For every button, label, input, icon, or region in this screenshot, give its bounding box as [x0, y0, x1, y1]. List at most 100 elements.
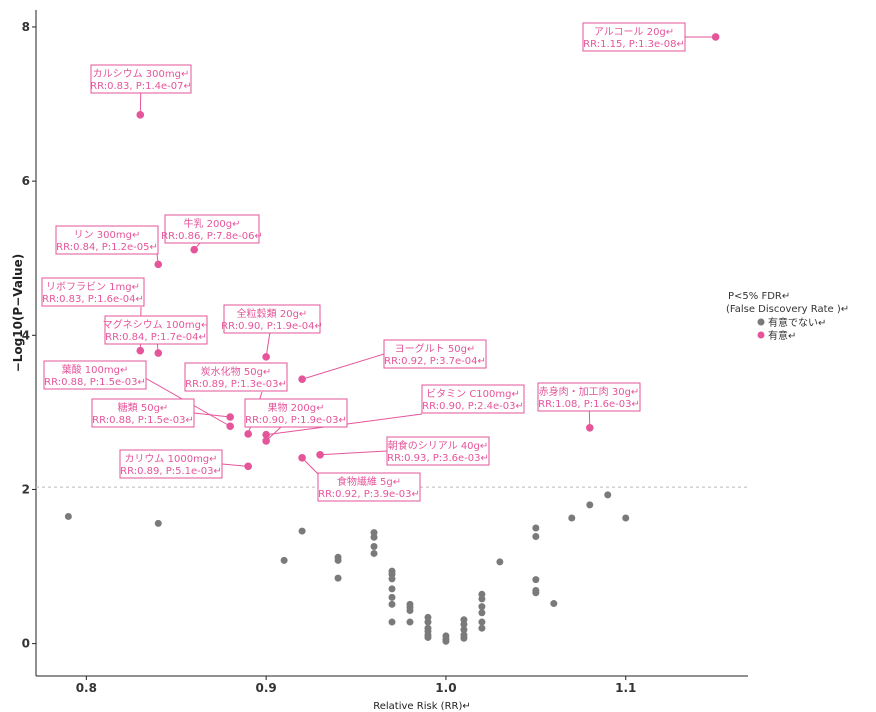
label-stats: RR:0.84, P:1.7e-04↵: [105, 332, 207, 343]
label-box: [164, 214, 260, 244]
nonsignificant-point: [586, 501, 594, 509]
label-stats: RR:0.92, P:3.9e-03↵: [318, 489, 420, 500]
x-tick-label: 0.9: [256, 681, 277, 695]
label-leader-line: [320, 450, 388, 456]
significant-point: [244, 462, 252, 471]
nonsignificant-point: [478, 609, 486, 617]
label-name: 赤身肉・加工肉 30g↵: [539, 385, 640, 398]
significant-point: [154, 260, 163, 269]
point-label: アルコール 20g↵RR:1.15, P:1.3e-08↵: [582, 22, 686, 52]
nonsignificant-point: [370, 543, 378, 550]
nonsignificant-point: [532, 589, 540, 597]
point-label: カルシウム 300mg↵RR:0.83, P:1.4e-07↵: [90, 64, 192, 94]
label-leader-line: [193, 412, 231, 418]
nonsignificant-point: [64, 512, 72, 520]
label-name: リン 300mg↵: [74, 230, 141, 241]
nonsignificant-point: [622, 514, 630, 522]
label-stats: RR:0.83, P:1.4e-07↵: [90, 81, 192, 92]
nonsignificant-point: [478, 603, 486, 611]
nonsignificant-point: [460, 620, 468, 628]
label-stats: RR:0.84, P:1.2e-05↵: [56, 242, 158, 253]
nonsignificant-point: [532, 532, 540, 540]
axes: [35, 10, 748, 677]
nonsignificant-point: [334, 556, 342, 564]
legend-title-line2: (False Discovery Rate )↵: [726, 304, 849, 315]
significant-point: [262, 430, 270, 439]
nonsignificant-point: [442, 637, 450, 645]
nonsignificant-points: [64, 491, 630, 645]
label-name: ヨーグルト 50g↵: [395, 342, 476, 355]
nonsignificant-point: [478, 618, 486, 626]
point-label: マグネシウム 100mg↵RR:0.84, P:1.7e-04↵: [103, 315, 210, 345]
point-label: 炭水化物 50g↵RR:0.89, P:1.3e-03↵: [184, 362, 288, 392]
point-label: 食物繊維 5g↵RR:0.92, P:3.9e-03↵: [317, 472, 421, 502]
point-labels: アルコール 20g↵RR:1.15, P:1.3e-08↵ カルシウム 300mg…: [41, 22, 686, 502]
nonsignificant-point: [478, 624, 486, 632]
significant-points: [136, 33, 720, 471]
nonsignificant-point: [154, 519, 162, 527]
nonsignificant-point: [298, 527, 306, 535]
significant-point: [190, 245, 199, 254]
nonsignificant-point: [532, 524, 540, 532]
label-box: [421, 384, 525, 414]
label-box: [55, 225, 159, 255]
y-tick-label: 0: [22, 637, 30, 651]
nonsignificant-point: [496, 558, 504, 566]
nonsignificant-point: [370, 533, 378, 541]
legend-significant-marker: [757, 331, 765, 339]
label-name: リボフラビン 1mg↵: [46, 281, 140, 293]
significant-point: [226, 422, 234, 431]
label-name: カリウム 1000mg↵: [124, 453, 217, 465]
label-leader-line: [221, 463, 249, 467]
point-label: リボフラビン 1mg↵RR:0.83, P:1.6e-04↵: [41, 277, 145, 307]
significant-point: [226, 413, 234, 421]
label-box: [244, 398, 348, 428]
y-ticks: 0 2 4 6 8: [22, 20, 36, 651]
significant-point: [316, 450, 324, 459]
point-label: ヨーグルト 50g↵RR:0.92, P:3.7e-04↵: [383, 339, 487, 369]
label-stats: RR:1.15, P:1.3e-08↵: [583, 39, 685, 50]
nonsignificant-point: [280, 556, 288, 564]
label-name: ビタミン C100mg↵: [426, 388, 520, 400]
significant-point: [262, 353, 270, 361]
significant-point: [136, 346, 145, 355]
x-axis-title: Relative Risk (RR)↵: [373, 701, 471, 712]
y-tick-label: 8: [22, 20, 30, 34]
significant-point: [262, 437, 270, 445]
nonsignificant-point: [406, 618, 414, 626]
nonsignificant-point: [478, 595, 486, 603]
legend-nonsignificant-marker: [757, 318, 765, 326]
label-stats: RR:0.90, P:2.4e-03↵: [422, 401, 524, 412]
label-stats: RR:0.89, P:1.3e-03↵: [185, 379, 287, 390]
label-box: [43, 360, 147, 390]
label-stats: RR:0.88, P:1.5e-03↵: [92, 415, 194, 426]
label-stats: RR:0.92, P:3.7e-04↵: [384, 356, 486, 367]
legend-significant-label: 有意↵: [768, 329, 796, 342]
label-box: [41, 277, 145, 307]
nonsignificant-point: [406, 606, 414, 614]
label-name: 果物 200g↵: [268, 401, 325, 414]
nonsignificant-point: [388, 585, 396, 593]
x-tick-label: 0.8: [76, 681, 97, 695]
label-name: マグネシウム 100mg↵: [103, 318, 210, 331]
label-stats: RR:0.86, P:7.8e-06↵: [161, 231, 263, 242]
label-name: 朝食のシリアル 40g↵: [388, 439, 489, 452]
nonsignificant-point: [550, 600, 558, 608]
label-name: 葉酸 100mg↵: [62, 363, 129, 376]
point-label: 朝食のシリアル 40g↵RR:0.93, P:3.6e-03↵: [386, 436, 490, 466]
label-stats: RR:0.90, P:1.9e-03↵: [245, 415, 347, 426]
nonsignificant-point: [424, 618, 432, 626]
label-box: [91, 398, 195, 428]
point-label: 全粒穀類 20g↵RR:0.90, P:1.9e-04↵: [221, 304, 323, 334]
significant-point: [136, 111, 145, 119]
nonsignificant-point: [388, 575, 396, 583]
x-ticks: 0.8 0.9 1.0 1.1: [76, 676, 636, 695]
significant-point: [711, 33, 720, 41]
significant-point: [154, 349, 163, 357]
significant-point: [298, 454, 306, 462]
label-box: [104, 315, 208, 345]
label-name: 牛乳 200g↵: [184, 217, 241, 230]
point-label: 牛乳 200g↵RR:0.86, P:7.8e-06↵: [161, 214, 263, 244]
nonsignificant-point: [388, 600, 396, 608]
label-box: [582, 22, 686, 52]
